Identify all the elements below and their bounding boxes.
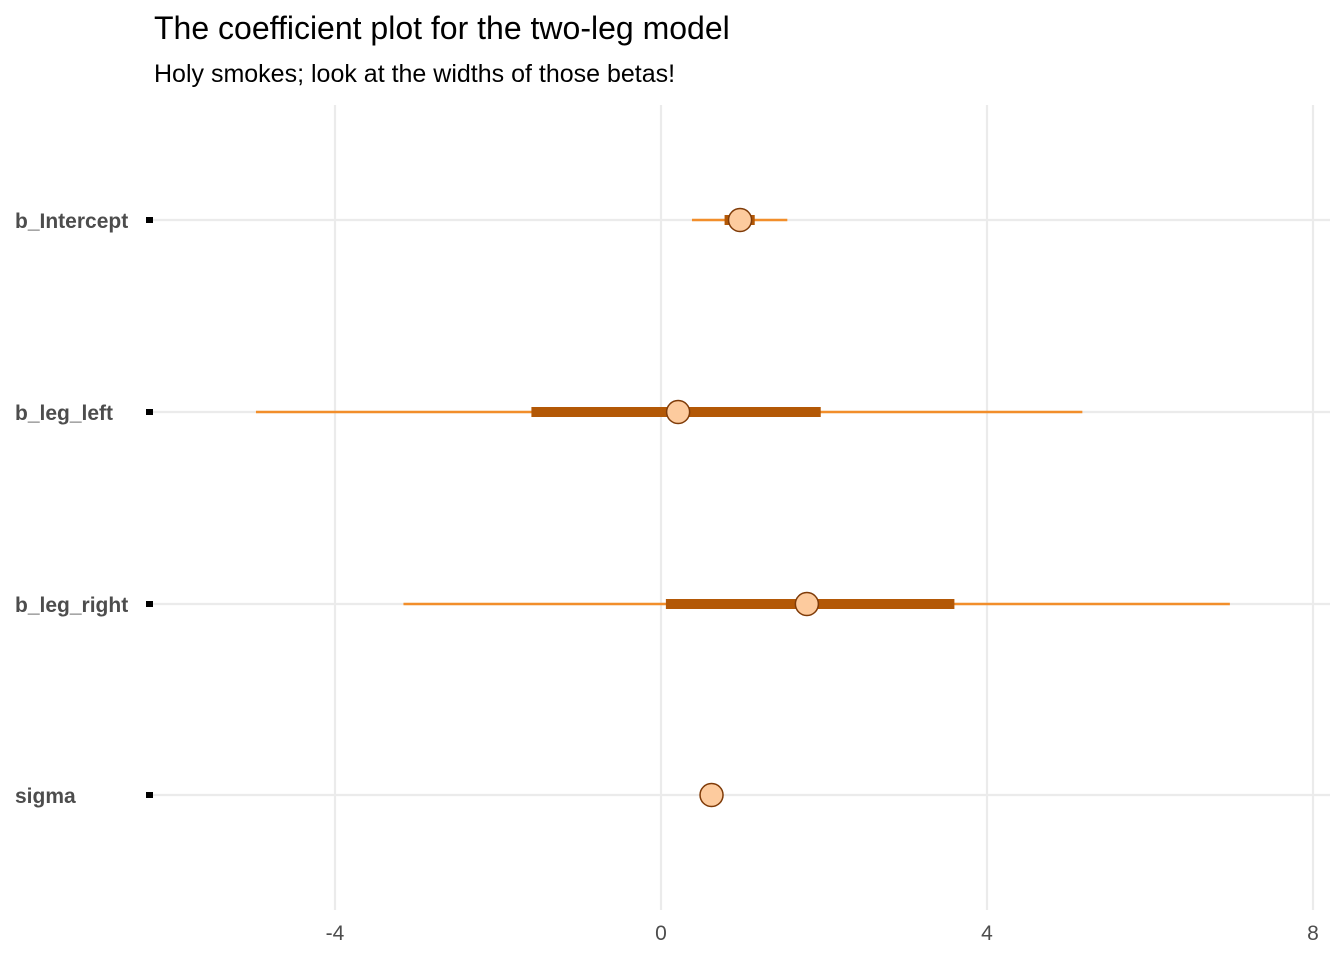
point-estimate (665, 399, 691, 425)
x-tick-label: 4 (981, 922, 993, 945)
point-estimate (794, 591, 820, 617)
x-tick-label: -4 (326, 922, 345, 945)
point-estimate (699, 782, 724, 808)
interval-layer (255, 207, 1230, 808)
y-tick-label: b_leg_right (15, 594, 128, 617)
y-tick-mark (146, 792, 153, 798)
x-tick-label: 0 (655, 922, 667, 945)
y-tick-label: b_Intercept (15, 210, 128, 233)
y-tick-label: sigma (15, 785, 76, 808)
x-tick-label: 8 (1307, 922, 1319, 945)
y-tick-label: b_leg_left (15, 402, 113, 425)
chart-title: The coefficient plot for the two-leg mod… (154, 10, 730, 46)
y-tick-mark (146, 409, 153, 415)
point-estimate (727, 207, 753, 233)
chart-subtitle: Holy smokes; look at the widths of those… (154, 60, 676, 88)
y-tick-mark (146, 601, 153, 607)
y-tick-mark (146, 217, 153, 223)
